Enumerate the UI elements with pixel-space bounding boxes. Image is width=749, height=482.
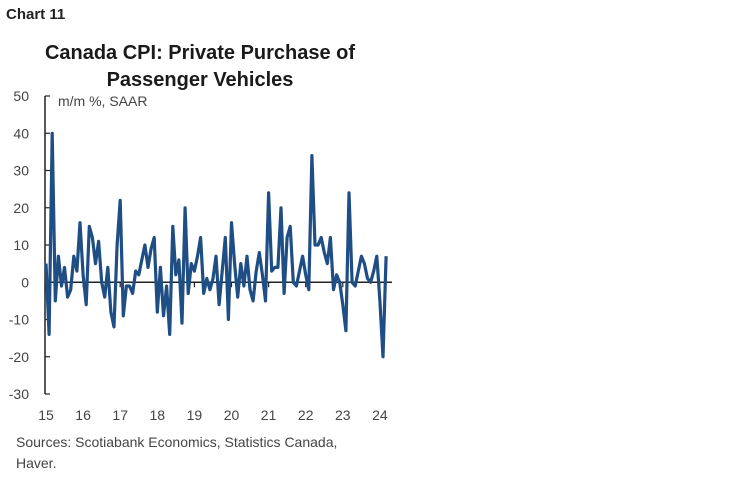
series-line [44,131,388,359]
y-tick-label: 30 [13,163,29,179]
x-tick-label: 16 [75,407,91,423]
y-tick-label: -10 [9,312,29,328]
x-tick-label: 18 [150,407,166,423]
chart-title-line-2: Passenger Vehicles [106,69,294,91]
y-tick-label: -30 [9,386,29,402]
chart-title: Canada CPI: Private Purchase of Passenge… [0,40,400,94]
x-tick-label: 20 [224,407,240,423]
x-tick-label: 15 [38,407,54,423]
chart-number: Chart 11 [6,6,66,23]
y-tick-label: 0 [21,274,29,290]
x-tick-label: 17 [112,407,128,423]
y-tick-label: 10 [13,237,29,253]
y-axis-label: m/m %, SAAR [58,93,148,109]
x-tick-label: 24 [372,407,388,423]
x-tick-label: 19 [187,407,203,423]
x-tick-label: 22 [298,407,314,423]
y-tick-label: 20 [13,200,29,216]
y-tick-label: 50 [13,88,29,104]
x-tick-label: 23 [335,407,351,423]
sources-note: Sources: Scotiabank Economics, Statistic… [16,434,338,471]
y-tick-label: -20 [9,349,29,365]
y-tick-label: 40 [13,125,29,141]
chart-title-line-1: Canada CPI: Private Purchase of [44,42,356,64]
x-tick-label: 21 [261,407,277,423]
